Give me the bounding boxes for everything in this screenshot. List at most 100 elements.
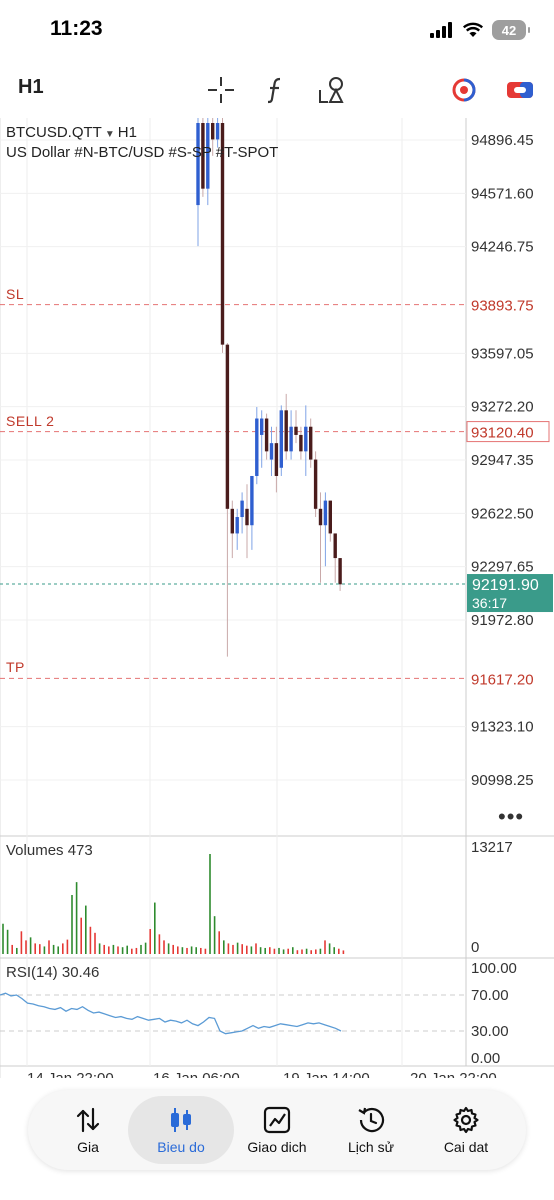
candle-countdown-label: 36:17 — [472, 595, 507, 611]
price-tick-label: 92622.50 — [471, 505, 534, 522]
time-tick-label: 19 Jan 14:00 — [283, 1070, 370, 1078]
bearish-candle — [245, 508, 249, 526]
bearish-candle — [299, 434, 303, 452]
rsi-tick-label: 100.00 — [471, 960, 517, 977]
symbol-dropdown-icon[interactable]: ▼ — [104, 129, 115, 140]
symbol-name: BTCUSD.QTT — [6, 124, 102, 141]
bullish-candle — [215, 122, 220, 140]
price-tick-label: 92297.65 — [471, 559, 534, 576]
bullish-candle — [196, 122, 200, 206]
battery-level: 42 — [501, 22, 517, 38]
bearish-candle — [264, 418, 269, 452]
price-tick-label: 93597.05 — [471, 345, 534, 362]
price-tick-label: 94571.60 — [471, 185, 534, 202]
trade-chart-icon — [263, 1106, 291, 1134]
bearish-candle — [338, 558, 342, 585]
rsi-tick-label: 0.00 — [471, 1050, 500, 1067]
status-time: 11:23 — [50, 17, 103, 40]
level-price-label: 93893.75 — [471, 298, 534, 315]
symbol-description: US Dollar #N-BTC/USD #S-SP #T-SPOT — [6, 144, 279, 161]
sell-price-box — [466, 421, 550, 443]
current-price-tag — [467, 574, 553, 613]
bullish-candle — [235, 517, 239, 534]
nav-trade-label: Giao dich — [247, 1139, 307, 1155]
price-tick-label: 94246.75 — [471, 239, 534, 256]
bearish-candle — [318, 508, 323, 526]
bullish-candle — [206, 122, 210, 189]
crosshair-icon[interactable] — [203, 72, 239, 108]
price-tick-label: 91972.80 — [471, 612, 534, 629]
level-label-sl[interactable]: SL — [6, 285, 25, 302]
gear-icon — [453, 1106, 479, 1134]
nav-chart[interactable]: Bieu do — [128, 1096, 234, 1164]
nav-quotes[interactable]: Gia — [38, 1096, 138, 1164]
time-tick-label: 20 Jan 22:00 — [410, 1070, 497, 1078]
nav-trade[interactable]: Giao dich — [227, 1096, 327, 1164]
rsi-tick-label: 30.00 — [471, 1023, 509, 1040]
price-tick-label: 91323.10 — [471, 719, 534, 736]
bullish-candle — [250, 475, 254, 526]
price-chart[interactable]: 94896.45 94571.60 94246.75 93597.05 93272.20… — [0, 118, 554, 1078]
rsi-tick-label: 70.00 — [471, 987, 509, 1004]
wifi-icon — [462, 22, 484, 37]
time-tick-label: 16 Jan 06:00 — [153, 1070, 240, 1078]
time-tick-label: 14 Jan 22:00 — [27, 1070, 114, 1078]
bearish-candle — [211, 122, 215, 140]
bearish-candle — [225, 344, 230, 509]
bearish-candle — [313, 459, 318, 509]
level-label-sell-2[interactable]: SELL 2 — [6, 412, 55, 429]
bullish-candle — [323, 500, 328, 526]
bearish-candle — [284, 410, 288, 452]
chart-symbol-header[interactable]: BTCUSD.QTT ▼ H1 — [6, 124, 137, 141]
bearish-candle — [309, 426, 313, 460]
trade-toggle-icon[interactable] — [502, 72, 538, 108]
level-price-label: 91617.20 — [471, 671, 534, 688]
price-tick-label: 92947.35 — [471, 452, 534, 469]
battery-icon: 42 — [492, 20, 530, 40]
bottom-navigation: Gia Bieu do Giao dich Lịch sử Cai dat — [28, 1090, 526, 1170]
bullish-candle — [240, 500, 244, 518]
level-price-label: 93120.40 — [471, 425, 534, 442]
rsi-line — [0, 992, 342, 1035]
quotes-arrows-icon — [76, 1107, 100, 1133]
nav-quotes-label: Gia — [77, 1139, 99, 1155]
price-tick-label: 94896.45 — [471, 132, 534, 149]
more-options-icon[interactable]: ••• — [498, 804, 525, 829]
timeframe-button[interactable]: H1 — [18, 76, 44, 98]
bearish-candle — [274, 443, 279, 476]
nav-history-label: Lịch sử — [348, 1139, 394, 1155]
nav-settings-label: Cai dat — [443, 1139, 489, 1155]
bearish-candle — [201, 122, 205, 189]
bullish-candle — [255, 418, 259, 476]
signal-icon — [430, 22, 452, 38]
status-bar: 11:23 42 — [0, 0, 554, 60]
nav-chart-label: Bieu do — [157, 1139, 205, 1155]
indicator-circle-icon[interactable] — [446, 72, 482, 108]
bullish-candle — [279, 410, 283, 468]
objects-icon[interactable] — [314, 72, 350, 108]
volume-tick-label: 13217 — [471, 839, 513, 856]
bearish-candle — [328, 500, 332, 534]
price-tick-label: 90998.25 — [471, 772, 534, 789]
bearish-candle — [333, 533, 337, 559]
history-clock-icon — [358, 1107, 385, 1133]
nav-settings[interactable]: Cai dat — [416, 1096, 516, 1164]
symbol-timeframe: H1 — [117, 124, 137, 141]
price-tick-label: 93272.20 — [471, 399, 534, 416]
bullish-candle — [269, 443, 274, 460]
candlestick-icon — [171, 1108, 191, 1132]
bearish-candle — [230, 508, 234, 534]
function-icon[interactable] — [258, 72, 294, 108]
chart-toolbar: H1 — [0, 66, 554, 114]
bullish-candle — [289, 426, 293, 452]
rsi-label: RSI(14) 30.46 — [6, 964, 100, 981]
status-icons: 42 — [430, 20, 530, 40]
bullish-candle — [304, 426, 308, 452]
chart-area[interactable]: 94896.45 94571.60 94246.75 93597.05 93272.20… — [0, 118, 554, 1078]
bullish-candle — [260, 418, 264, 435]
level-label-tp[interactable]: TP — [6, 659, 25, 676]
volume-tick-label: 0 — [471, 939, 479, 956]
nav-history[interactable]: Lịch sử — [321, 1096, 421, 1164]
bearish-candle — [220, 122, 225, 345]
bearish-candle — [294, 426, 298, 435]
